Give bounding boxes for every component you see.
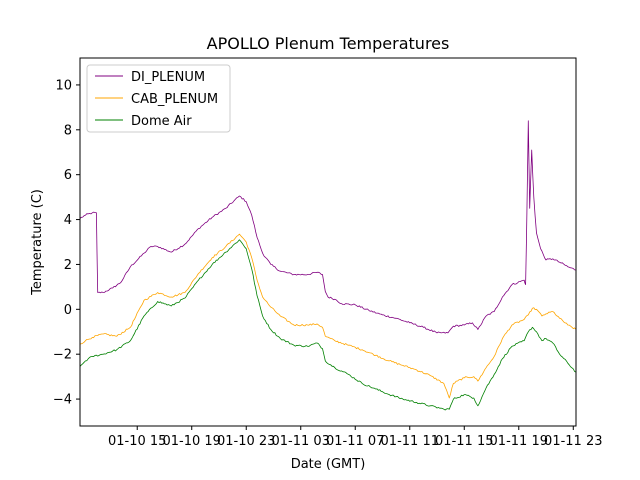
x-tick-label-2: 01-10 23 — [217, 434, 275, 449]
x-tick-label-1: 01-10 19 — [163, 434, 221, 449]
series-line-0 — [80, 120, 576, 334]
y-tick-label-0: −4 — [53, 393, 72, 408]
legend-label-2: Dome Air — [131, 114, 192, 129]
legend: DI_PLENUM CAB_PLENUM Dome Air — [86, 64, 231, 133]
plot-area — [80, 120, 576, 411]
y-tick-label-4: 4 — [64, 213, 72, 228]
series-layer — [80, 120, 576, 411]
x-axis-label: Date (GMT) — [291, 457, 366, 472]
y-tick-label-2: 0 — [64, 303, 72, 318]
chart-title: APOLLO Plenum Temperatures — [207, 34, 450, 53]
y-axis-label: Temperature (C) — [30, 189, 45, 296]
x-tick-label-6: 01-11 15 — [435, 434, 493, 449]
legend-label-1: CAB_PLENUM — [131, 92, 218, 107]
legend-label-0: DI_PLENUM — [131, 70, 205, 85]
series-line-2 — [80, 239, 576, 411]
y-axis: −4 −2 0 2 4 6 8 10 — [53, 78, 80, 408]
plot-frame — [79, 57, 577, 427]
x-tick-label-7: 01-11 19 — [490, 434, 548, 449]
x-tick-label-5: 01-11 11 — [381, 434, 439, 449]
y-tick-label-7: 10 — [55, 78, 72, 93]
x-tick-label-3: 01-11 03 — [272, 434, 330, 449]
y-tick-label-6: 8 — [64, 123, 72, 138]
series-line-1 — [80, 233, 576, 399]
x-tick-label-0: 01-10 15 — [108, 434, 166, 449]
x-tick-label-8: 01-11 23 — [544, 434, 602, 449]
y-tick-label-3: 2 — [64, 258, 72, 273]
x-tick-label-4: 01-11 07 — [326, 434, 384, 449]
legend-box — [86, 64, 231, 133]
y-tick-label-1: −2 — [53, 348, 72, 363]
y-tick-label-5: 6 — [64, 168, 72, 183]
